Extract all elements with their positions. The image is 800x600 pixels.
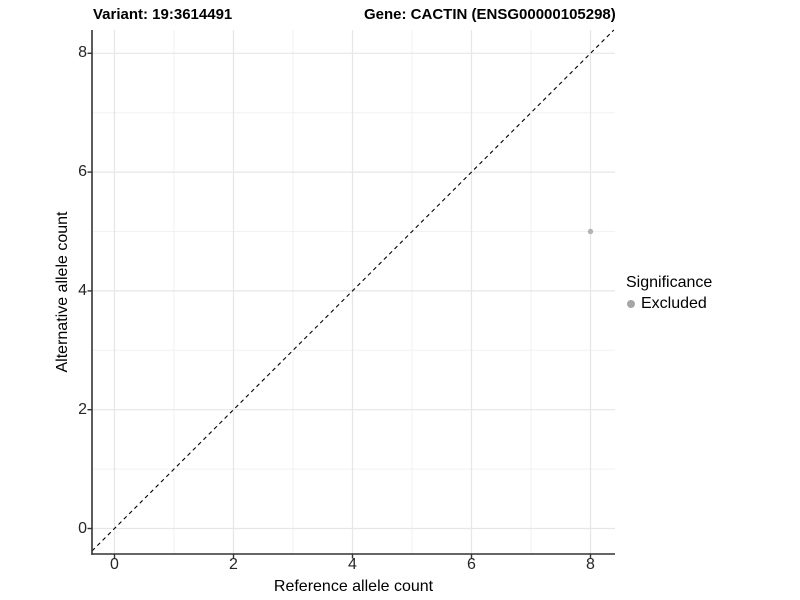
x-tick-label: 8 — [586, 556, 595, 573]
y-tick-label: 2 — [78, 400, 87, 418]
identity-reference-line — [91, 29, 615, 552]
plot-title-gene: Gene: CACTIN (ENSG00000105298) — [364, 6, 616, 23]
x-tick-label: 0 — [110, 556, 119, 573]
data-point — [587, 228, 594, 235]
legend-entry-excluded: Excluded — [626, 294, 712, 313]
legend: Significance Excluded — [626, 273, 712, 313]
legend-title: Significance — [626, 274, 713, 291]
y-tick-label: 6 — [78, 163, 87, 181]
y-tick-label: 4 — [78, 281, 87, 299]
legend-point-icon — [627, 299, 635, 308]
x-tick-label: 6 — [467, 556, 476, 573]
legend-entry-label: Excluded — [641, 295, 707, 312]
x-tick-label: 2 — [229, 556, 238, 573]
x-axis-title: Reference allele count — [273, 578, 434, 595]
plot-title-variant: Variant: 19:3614491 — [93, 6, 233, 23]
x-tick-label: 4 — [348, 556, 357, 573]
y-tick-label: 0 — [78, 519, 87, 537]
y-tick-label: 8 — [78, 44, 87, 62]
legend-key — [622, 295, 640, 313]
